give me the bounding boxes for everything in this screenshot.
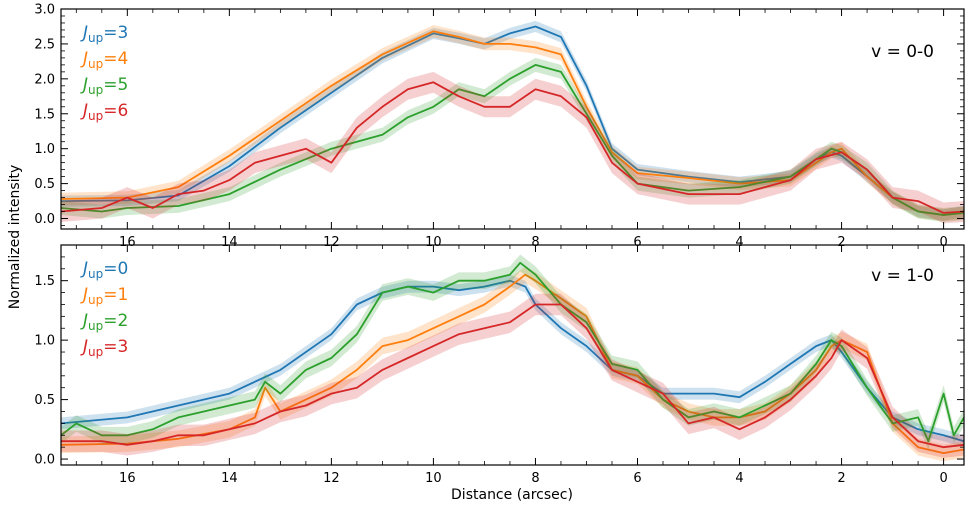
series-line bbox=[61, 303, 964, 449]
y-tick-label: 1.5 bbox=[34, 274, 55, 289]
x-tick-label: 0 bbox=[939, 471, 947, 486]
y-tick-label: 2.0 bbox=[34, 72, 55, 87]
legend-value: =3 bbox=[103, 337, 128, 357]
legend-value: =3 bbox=[103, 23, 128, 43]
legend-value: =2 bbox=[103, 311, 128, 331]
series-band bbox=[61, 71, 964, 224]
y-tick-label: 1.5 bbox=[34, 107, 55, 122]
x-tick-label: 4 bbox=[735, 235, 743, 250]
x-tick-label: 8 bbox=[531, 235, 539, 250]
legend-subscript: up bbox=[88, 31, 103, 45]
series-line bbox=[61, 261, 964, 443]
y-tick-label: 1.0 bbox=[34, 334, 55, 349]
legend-value: =0 bbox=[103, 259, 128, 279]
legend-subscript: up bbox=[88, 109, 103, 123]
series-band bbox=[61, 266, 964, 462]
y-tick-label: 3.0 bbox=[34, 3, 55, 18]
series-band bbox=[61, 57, 964, 223]
legend-symbol: J bbox=[80, 285, 88, 305]
legend-entry: Jup=5 bbox=[80, 75, 128, 97]
series-line bbox=[61, 30, 964, 216]
legend-value: =6 bbox=[103, 101, 128, 121]
legend-symbol: J bbox=[80, 49, 88, 69]
y-tick-label: 0.0 bbox=[34, 453, 55, 468]
panel-v00: 16 14 12 10 8 6 4 2 00.00.51.01.52.02.53.0 Jup=3… bbox=[34, 3, 965, 250]
series-line bbox=[61, 81, 964, 214]
legend-subscript: up bbox=[88, 267, 103, 281]
panel-v10: 16 14 12 10 8 6 4 2 00.00.51.01.5 Jup=0Jup=1Jup=… bbox=[34, 244, 965, 486]
legend-symbol: J bbox=[80, 311, 88, 331]
y-tick-label: 0.5 bbox=[34, 177, 55, 192]
legend-symbol: J bbox=[80, 75, 88, 95]
legend-subscript: up bbox=[88, 57, 103, 71]
x-tick-label: 2 bbox=[837, 235, 845, 250]
plot-frame bbox=[60, 8, 965, 230]
series-line bbox=[61, 279, 964, 443]
y-tick-label: 1.0 bbox=[34, 142, 55, 157]
legend-entry: Jup=2 bbox=[80, 311, 128, 333]
plot-frame bbox=[60, 244, 965, 466]
x-tick-label: 6 bbox=[633, 235, 641, 250]
legend-value: =5 bbox=[103, 75, 128, 95]
x-tick-label: 6 bbox=[633, 471, 641, 486]
legend-entry: Jup=6 bbox=[80, 101, 128, 123]
x-tick-label: 0 bbox=[939, 235, 947, 250]
panel-label: v = 0-0 bbox=[871, 42, 934, 62]
x-axis-label: Distance (arcsec) bbox=[451, 487, 573, 503]
x-tick-label: 14 bbox=[221, 471, 238, 486]
legend-symbol: J bbox=[80, 259, 88, 279]
series-band bbox=[61, 20, 964, 221]
legend-value: =4 bbox=[103, 49, 128, 69]
legend-symbol: J bbox=[80, 23, 88, 43]
series-line bbox=[61, 25, 964, 216]
x-tick-label: 16 bbox=[119, 471, 136, 486]
x-tick-label: 12 bbox=[323, 471, 340, 486]
series-band bbox=[61, 293, 964, 458]
legend-entry: Jup=3 bbox=[80, 337, 128, 359]
x-tick-label: 14 bbox=[221, 235, 238, 250]
legend-entry: Jup=3 bbox=[80, 23, 128, 45]
legend-symbol: J bbox=[80, 101, 88, 121]
y-tick-label: 2.5 bbox=[34, 37, 55, 52]
legend-entry: Jup=0 bbox=[80, 259, 128, 281]
legend-entry: Jup=1 bbox=[80, 285, 128, 307]
legend-symbol: J bbox=[80, 337, 88, 357]
x-tick-label: 16 bbox=[119, 235, 136, 250]
legend-entry: Jup=4 bbox=[80, 49, 128, 71]
legend-subscript: up bbox=[88, 293, 103, 307]
x-tick-label: 10 bbox=[425, 471, 442, 486]
legend-subscript: up bbox=[88, 319, 103, 333]
x-tick-label: 4 bbox=[735, 471, 743, 486]
legend-subscript: up bbox=[88, 345, 103, 359]
x-tick-label: 8 bbox=[531, 471, 539, 486]
panel-label: v = 1-0 bbox=[871, 266, 934, 286]
y-tick-label: 0.5 bbox=[34, 393, 55, 408]
legend-value: =1 bbox=[103, 285, 128, 305]
y-axis-label: Normalized intensity bbox=[7, 165, 23, 310]
x-tick-label: 2 bbox=[837, 471, 845, 486]
x-tick-label: 10 bbox=[425, 235, 442, 250]
y-tick-label: 0.0 bbox=[34, 212, 55, 227]
legend-subscript: up bbox=[88, 83, 103, 97]
x-tick-label: 12 bbox=[323, 235, 340, 250]
